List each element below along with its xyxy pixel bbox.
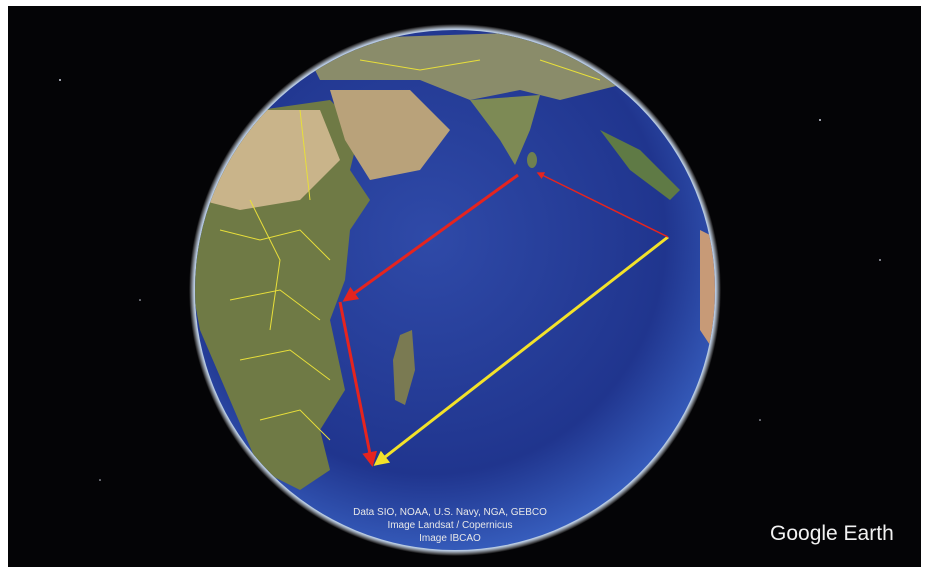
landmasses (195, 30, 715, 490)
india (470, 95, 540, 165)
thin-red-arrow (536, 172, 669, 238)
red-arrow (342, 173, 519, 302)
arabia (330, 90, 450, 180)
borders (219, 59, 601, 441)
sri-lanka (527, 152, 537, 168)
route-arrows (338, 172, 669, 467)
madagascar (393, 330, 415, 405)
attribution-line: Image Landsat / Copernicus (387, 520, 512, 531)
yellow-arrow (373, 235, 669, 466)
red-arrow (338, 301, 378, 467)
australia (700, 230, 715, 360)
attribution-line: Image IBCAO (419, 533, 481, 544)
sumatra (600, 130, 680, 200)
border-lines (219, 59, 601, 441)
attribution-line: Data SIO, NOAA, U.S. Navy, NGA, GEBCO (353, 507, 547, 518)
stars (59, 79, 881, 481)
google-earth-logo: Google Earth (770, 522, 894, 545)
